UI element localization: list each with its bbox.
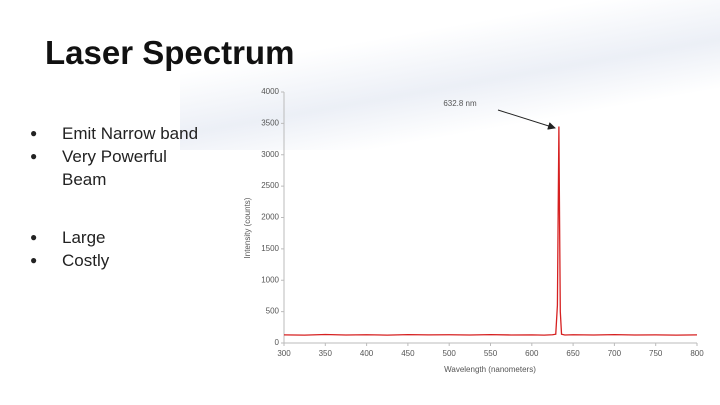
y-tick-label: 0 xyxy=(275,338,280,347)
annotation-arrow xyxy=(497,109,556,130)
y-tick-label: 4000 xyxy=(261,87,279,96)
x-tick-label: 700 xyxy=(608,349,622,358)
y-axis-label: Intensity (counts) xyxy=(243,197,252,258)
y-tick-label: 2000 xyxy=(261,213,279,222)
slide-title: Laser Spectrum xyxy=(45,34,295,71)
x-tick-label: 650 xyxy=(566,349,580,358)
x-tick-label: 750 xyxy=(649,349,663,358)
x-axis-label: Wavelength (nanometers) xyxy=(444,365,536,374)
y-tick-label: 2500 xyxy=(261,181,279,190)
x-tick-label: 400 xyxy=(360,349,374,358)
x-tick-label: 500 xyxy=(443,349,457,358)
x-tick-label: 450 xyxy=(401,349,415,358)
background-decoration xyxy=(180,0,720,150)
bullet: Large xyxy=(30,226,212,249)
x-tick-label: 350 xyxy=(319,349,333,358)
data-line xyxy=(283,126,698,336)
y-tick-label: 3500 xyxy=(261,118,279,127)
x-tick-label: 600 xyxy=(525,349,539,358)
bullet-list: LargeCostly xyxy=(30,226,210,272)
x-tick-label: 800 xyxy=(690,349,704,358)
x-tick-label: 300 xyxy=(277,349,291,358)
y-tick-label: 1500 xyxy=(261,244,279,253)
y-tick-label: 500 xyxy=(266,307,280,316)
bullet-list: Emit Narrow bandVery Powerful Beam xyxy=(30,122,210,191)
annotation: 632.8 nm xyxy=(443,99,477,108)
bullet: Emit Narrow band xyxy=(30,122,212,145)
x-tick-label: 550 xyxy=(484,349,498,358)
y-tick-label: 1000 xyxy=(261,275,279,284)
bullet: Costly xyxy=(30,249,212,272)
bullet: Very Powerful Beam xyxy=(30,145,212,191)
y-tick-label: 3000 xyxy=(261,150,279,159)
